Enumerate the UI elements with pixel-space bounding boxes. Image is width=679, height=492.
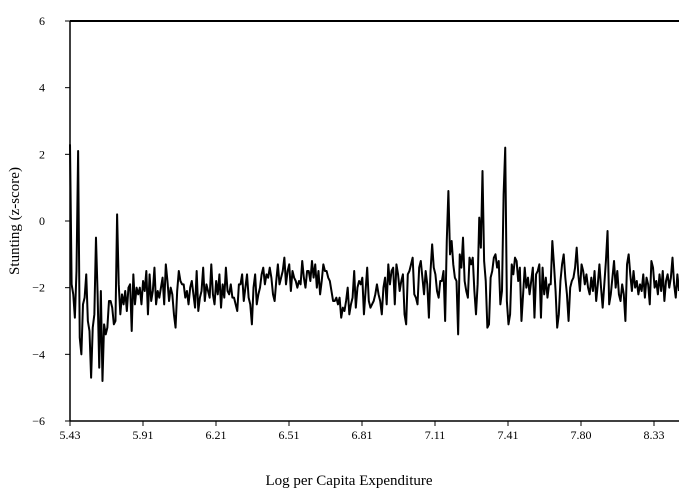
y-axis-title: Stunting (z-score): [7, 167, 23, 275]
y-tick-label: 0: [39, 214, 45, 228]
x-tick-label: 5.91: [133, 428, 154, 442]
series-line: [69, 144, 679, 382]
y-axis-ticks: −6 −4 −2 0 2 4 6: [32, 14, 70, 428]
y-tick-label: 4: [39, 81, 45, 95]
y-tick-label: 6: [39, 14, 45, 28]
x-tick-label: 6.81: [352, 428, 373, 442]
y-tick-label: −4: [32, 347, 45, 361]
x-axis-title: Log per Capita Expenditure: [265, 473, 432, 489]
x-tick-label: 6.21: [206, 428, 227, 442]
x-tick-label: 5.43: [60, 428, 81, 442]
y-tick-label: 2: [39, 147, 45, 161]
series-line-layer: [69, 144, 679, 382]
y-tick-label: −2: [32, 281, 45, 295]
y-tick-label: −6: [32, 414, 45, 428]
x-tick-label: 8.33: [644, 428, 665, 442]
x-tick-label: 7.11: [425, 428, 446, 442]
x-tick-label: 7.80: [571, 428, 592, 442]
x-axis-ticks: 5.43 5.91 6.21 6.51 6.81 7.11 7.41 7.80 8.33: [60, 421, 665, 442]
x-tick-label: 6.51: [279, 428, 300, 442]
plot-frame: [69, 20, 679, 422]
x-tick-label: 7.41: [498, 428, 519, 442]
